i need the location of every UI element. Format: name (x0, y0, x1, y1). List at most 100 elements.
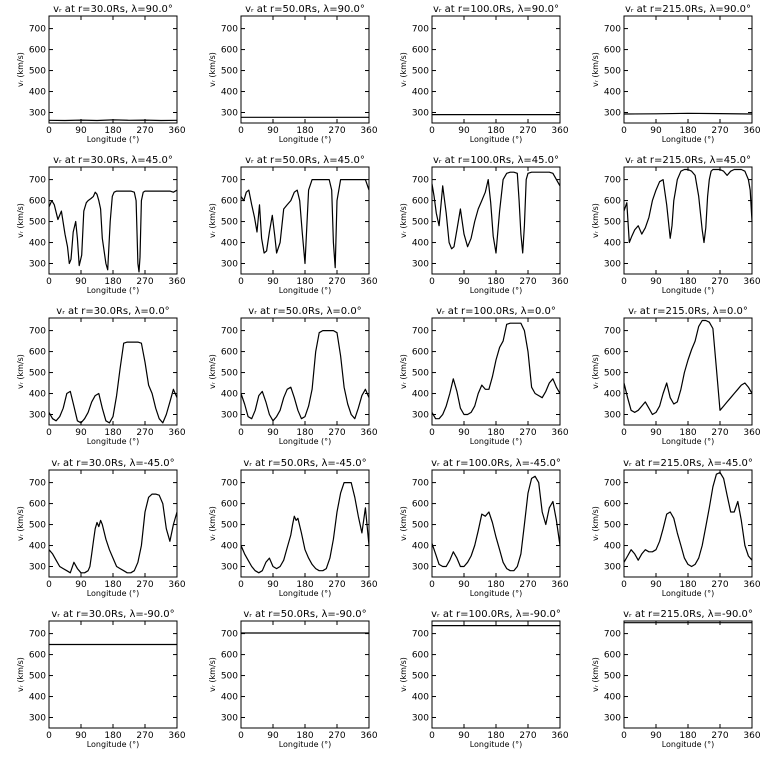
panel-title: vᵣ at r=30.0Rs, λ=45.0° (53, 155, 173, 166)
series-line (431, 171, 561, 254)
x-axis-label: Longitude (°) (470, 589, 523, 598)
panel-title: vᵣ at r=30.0Rs, λ=-45.0° (51, 458, 174, 469)
y-tick-label: 600 (604, 500, 621, 510)
plot-frame (48, 620, 178, 729)
series-line (240, 179, 370, 269)
y-axis-label: vᵣ (km/s) (16, 354, 25, 389)
plot-frame (240, 469, 370, 578)
y-axis-label: vᵣ (km/s) (399, 52, 408, 87)
x-tick-label: 180 (679, 580, 696, 590)
y-tick-label: 300 (604, 714, 621, 724)
y-tick-label: 500 (221, 672, 238, 682)
x-tick-label: 0 (621, 428, 627, 438)
y-tick-label: 500 (604, 369, 621, 379)
panel-title: vᵣ at r=30.0Rs, λ=90.0° (53, 4, 173, 15)
x-tick-label: 0 (46, 126, 52, 136)
x-tick-label: 360 (743, 580, 760, 590)
x-tick-label: 90 (458, 731, 470, 741)
series-line (48, 119, 178, 122)
x-axis-label: Longitude (°) (87, 740, 140, 749)
x-tick-label: 90 (650, 580, 662, 590)
x-tick-label: 0 (429, 126, 435, 136)
y-tick-label: 700 (604, 25, 621, 35)
y-tick-label: 400 (412, 88, 429, 98)
panel-title: vᵣ at r=215.0Rs, λ=0.0° (628, 306, 748, 317)
y-tick-label: 400 (604, 542, 621, 552)
y-tick-label: 300 (412, 714, 429, 724)
panel-title: vᵣ at r=50.0Rs, λ=-45.0° (243, 458, 366, 469)
y-tick-label: 400 (221, 390, 238, 400)
x-tick-label: 90 (458, 580, 470, 590)
x-axis-label: Longitude (°) (470, 740, 523, 749)
plot-frame (431, 15, 561, 124)
series-line (240, 330, 370, 422)
x-tick-label: 90 (650, 126, 662, 136)
x-tick-label: 180 (487, 428, 504, 438)
plot-frame (623, 166, 753, 275)
x-tick-label: 270 (136, 731, 153, 741)
x-tick-label: 90 (650, 277, 662, 287)
x-tick-label: 270 (519, 731, 536, 741)
y-tick-label: 500 (29, 218, 46, 228)
y-tick-label: 500 (221, 369, 238, 379)
y-tick-label: 500 (412, 369, 429, 379)
x-tick-label: 180 (487, 731, 504, 741)
y-tick-label: 300 (604, 109, 621, 119)
y-tick-label: 700 (221, 630, 238, 640)
y-tick-label: 600 (412, 46, 429, 56)
x-tick-label: 0 (46, 428, 52, 438)
x-tick-label: 270 (328, 428, 345, 438)
x-tick-label: 360 (551, 277, 568, 287)
x-tick-label: 270 (711, 731, 728, 741)
y-tick-label: 700 (412, 327, 429, 337)
y-tick-label: 500 (412, 521, 429, 531)
y-axis-label: vᵣ (km/s) (208, 354, 217, 389)
y-tick-label: 500 (29, 369, 46, 379)
y-tick-label: 400 (221, 542, 238, 552)
y-tick-label: 500 (412, 67, 429, 77)
x-axis-label: Longitude (°) (87, 135, 140, 144)
y-tick-label: 400 (29, 239, 46, 249)
x-tick-label: 360 (551, 580, 568, 590)
panel-title: vᵣ at r=215.0Rs, λ=90.0° (625, 4, 751, 15)
x-tick-label: 360 (168, 126, 185, 136)
x-axis-label: Longitude (°) (662, 286, 715, 295)
y-tick-label: 300 (221, 260, 238, 270)
x-tick-label: 360 (743, 428, 760, 438)
y-axis-label: vᵣ (km/s) (591, 506, 600, 541)
y-tick-label: 600 (29, 500, 46, 510)
panel-title: vᵣ at r=215.0Rs, λ=45.0° (625, 155, 751, 166)
x-tick-label: 0 (238, 277, 244, 287)
panel-title: vᵣ at r=215.0Rs, λ=-45.0° (623, 458, 753, 469)
y-axis-label: vᵣ (km/s) (591, 52, 600, 87)
x-tick-label: 180 (104, 126, 121, 136)
y-tick-label: 700 (604, 479, 621, 489)
y-tick-label: 300 (412, 260, 429, 270)
x-tick-label: 0 (429, 731, 435, 741)
y-axis-label: vᵣ (km/s) (591, 354, 600, 389)
y-tick-label: 300 (221, 563, 238, 573)
y-axis-label: vᵣ (km/s) (399, 657, 408, 692)
y-tick-label: 600 (221, 197, 238, 207)
x-tick-label: 270 (711, 580, 728, 590)
series-line (623, 319, 753, 416)
y-tick-label: 500 (221, 218, 238, 228)
y-tick-label: 300 (604, 260, 621, 270)
x-tick-label: 90 (267, 126, 279, 136)
x-tick-label: 90 (267, 731, 279, 741)
plot-frame (623, 469, 753, 578)
x-axis-label: Longitude (°) (470, 437, 523, 446)
plot-frame (431, 166, 561, 275)
x-tick-label: 360 (551, 428, 568, 438)
y-tick-label: 300 (412, 563, 429, 573)
y-tick-label: 300 (221, 109, 238, 119)
x-tick-label: 180 (487, 126, 504, 136)
x-tick-label: 360 (168, 731, 185, 741)
y-axis-label: vᵣ (km/s) (16, 506, 25, 541)
x-tick-label: 180 (296, 580, 313, 590)
y-tick-label: 600 (412, 500, 429, 510)
y-axis-label: vᵣ (km/s) (16, 52, 25, 87)
y-tick-label: 700 (221, 25, 238, 35)
series-line (431, 475, 561, 572)
y-tick-label: 400 (221, 693, 238, 703)
